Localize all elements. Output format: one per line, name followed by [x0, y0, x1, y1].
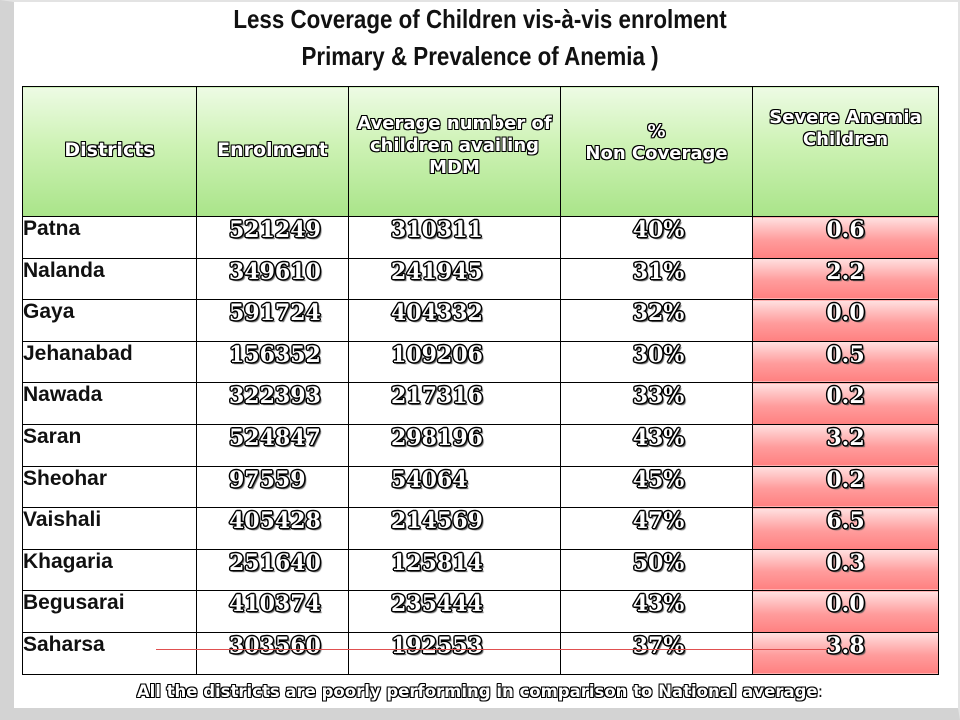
enrolment-cell: 591724	[196, 299, 349, 342]
table-row: Jehanabad 156352 109206 30% 0.5	[22, 340, 939, 384]
severe-anemia-cell: 0.3	[752, 548, 939, 592]
non-coverage-cell: 37%	[560, 631, 753, 675]
district-cell: Gaya	[22, 299, 197, 342]
average-mdm-cell: 192553	[348, 631, 561, 675]
enrolment-cell: 524847	[196, 423, 349, 467]
average-mdm-cell: 217316	[348, 382, 561, 425]
severe-anemia-cell: 0.6	[752, 216, 939, 259]
title-line-2: Primary & Prevalence of Anemia )	[301, 41, 659, 71]
district-cell: Sheohar	[22, 465, 197, 509]
non-coverage-cell: 31%	[560, 257, 753, 301]
enrolment-cell: 410374	[196, 590, 349, 633]
title-line-1: Less Coverage of Children vis-à-vis enro…	[233, 4, 727, 34]
severe-anemia-cell: 3.8	[752, 631, 939, 675]
enrolment-cell: 349610	[196, 257, 349, 301]
average-mdm-cell: 298196	[348, 423, 561, 467]
enrolment-cell: 156352	[196, 340, 349, 384]
table-header-row: Districts Enrolment Average number of ch…	[22, 86, 939, 217]
severe-anemia-cell: 0.0	[752, 299, 939, 342]
non-coverage-cell: 32%	[560, 299, 753, 342]
average-mdm-cell: 109206	[348, 340, 561, 384]
non-coverage-cell: 43%	[560, 590, 753, 633]
table-row: Begusarai 410374 235444 43% 0.0	[22, 590, 939, 633]
severe-anemia-cell: 6.5	[752, 507, 939, 550]
table-row: Patna 521249 310311 40% 0.6	[22, 216, 939, 259]
district-cell: Saharsa	[22, 631, 197, 675]
district-cell: Nalanda	[22, 257, 197, 301]
district-cell: Vaishali	[22, 507, 197, 550]
average-mdm-cell: 241945	[348, 257, 561, 301]
average-mdm-cell: 235444	[348, 590, 561, 633]
average-mdm-cell: 214569	[348, 507, 561, 550]
non-coverage-cell: 43%	[560, 423, 753, 467]
district-cell: Patna	[22, 216, 197, 259]
non-coverage-cell: 33%	[560, 382, 753, 425]
header-districts: Districts	[22, 86, 197, 217]
average-mdm-cell: 125814	[348, 548, 561, 592]
district-cell: Begusarai	[22, 590, 197, 633]
table-row: Saran 524847 298196 43% 3.2	[22, 423, 939, 467]
non-coverage-cell: 40%	[560, 216, 753, 259]
non-coverage-cell: 45%	[560, 465, 753, 509]
footer-note: All the districts are poorly performing …	[136, 682, 824, 701]
non-coverage-cell: 47%	[560, 507, 753, 550]
district-cell: Khagaria	[22, 548, 197, 592]
header-severe-anemia: Severe Anemia Children	[752, 86, 939, 217]
red-rule-line	[156, 649, 828, 650]
coverage-table: Districts Enrolment Average number of ch…	[22, 86, 939, 675]
severe-anemia-cell: 3.2	[752, 423, 939, 467]
table-row: Khagaria 251640 125814 50% 0.3	[22, 548, 939, 592]
table-row: Vaishali 405428 214569 47% 6.5	[22, 507, 939, 550]
header-enrolment: Enrolment	[196, 86, 349, 217]
enrolment-cell: 251640	[196, 548, 349, 592]
average-mdm-cell: 54064	[348, 465, 561, 509]
non-coverage-cell: 30%	[560, 340, 753, 384]
enrolment-cell: 97559	[196, 465, 349, 509]
severe-anemia-cell: 0.2	[752, 382, 939, 425]
non-coverage-cell: 50%	[560, 548, 753, 592]
table-row: Nawada 322393 217316 33% 0.2	[22, 382, 939, 425]
district-cell: Nawada	[22, 382, 197, 425]
severe-anemia-cell: 2.2	[752, 257, 939, 301]
average-mdm-cell: 404332	[348, 299, 561, 342]
average-mdm-cell: 310311	[348, 216, 561, 259]
enrolment-cell: 303560	[196, 631, 349, 675]
severe-anemia-cell: 0.2	[752, 465, 939, 509]
header-non-coverage: % Non Coverage	[560, 86, 753, 217]
header-average-mdm: Average number of children availing MDM	[348, 86, 561, 217]
table-row: Gaya 591724 404332 32% 0.0	[22, 299, 939, 342]
enrolment-cell: 521249	[196, 216, 349, 259]
table-row: Nalanda 349610 241945 31% 2.2	[22, 257, 939, 301]
enrolment-cell: 405428	[196, 507, 349, 550]
district-cell: Jehanabad	[22, 340, 197, 384]
enrolment-cell: 322393	[196, 382, 349, 425]
severe-anemia-cell: 0.0	[752, 590, 939, 633]
table-row: Sheohar 97559 54064 45% 0.2	[22, 465, 939, 509]
severe-anemia-cell: 0.5	[752, 340, 939, 384]
table-row: Saharsa 303560 192553 37% 3.8	[22, 631, 939, 675]
district-cell: Saran	[22, 423, 197, 467]
